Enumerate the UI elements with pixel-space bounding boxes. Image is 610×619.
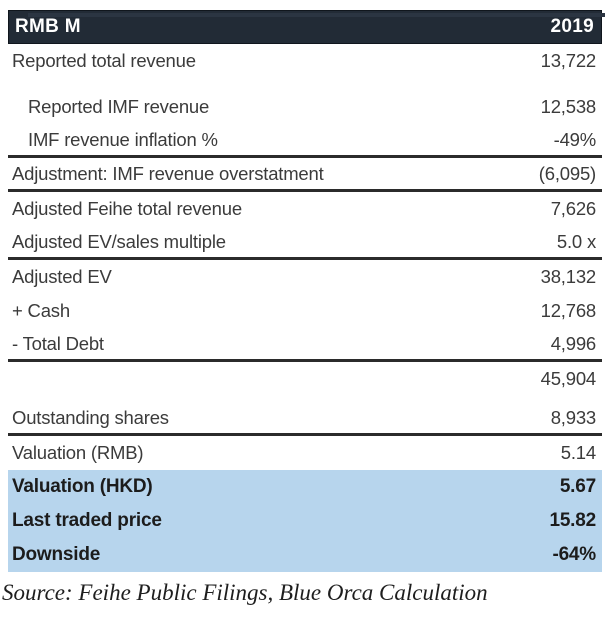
table-row-imf-revenue-inflation: IMF revenue inflation % -49% (8, 124, 602, 158)
row-label: Last traded price (12, 510, 162, 531)
row-label: Adjustment: IMF revenue overstatment (12, 162, 324, 184)
row-label: Adjusted EV (12, 266, 112, 287)
row-label: IMF revenue inflation % (28, 128, 218, 150)
table-row-adjusted-total-revenue: Adjusted Feihe total revenue 7,626 (8, 192, 602, 226)
row-value: (6,095) (538, 162, 596, 184)
table-row-reported-total-revenue: Reported total revenue 13,722 (8, 44, 602, 78)
row-label: Outstanding shares (12, 406, 169, 428)
row-label: Reported total revenue (12, 50, 196, 71)
row-label: Adjusted EV/sales multiple (12, 230, 226, 252)
row-value: 5.67 (559, 476, 596, 497)
row-label: Valuation (RMB) (12, 442, 144, 463)
table-row-downside: Downside -64% (8, 538, 602, 572)
row-value: 38,132 (540, 266, 597, 287)
row-value: 5.14 (560, 442, 596, 463)
table-row-minus-total-debt: - Total Debt 4,996 (8, 328, 602, 362)
row-label: Adjusted Feihe total revenue (12, 198, 242, 219)
row-label: Downside (12, 544, 101, 565)
table-row-plus-cash: + Cash 12,768 (8, 294, 602, 328)
row-value: -49% (553, 128, 597, 150)
row-label: + Cash (12, 300, 70, 321)
table-row-ev-sales-multiple: Adjusted EV/sales multiple 5.0 x (8, 226, 602, 260)
table-row-outstanding-shares: Outstanding shares 8,933 (8, 402, 602, 436)
valuation-table: RMB M 2019 Reported total revenue 13,722… (8, 10, 602, 572)
row-value: 15.82 (549, 510, 596, 531)
row-value: 4,996 (550, 332, 596, 354)
table-row-valuation-hkd: Valuation (HKD) 5.67 (8, 470, 602, 504)
row-value: 45,904 (540, 368, 597, 389)
row-label: Valuation (HKD) (12, 476, 153, 497)
table-row-adjusted-ev: Adjusted EV 38,132 (8, 260, 602, 294)
row-value: -64% (552, 544, 596, 565)
top-border-line (28, 13, 605, 17)
row-value: 8,933 (550, 406, 596, 428)
row-value: 12,538 (540, 96, 597, 117)
table-row-adjustment-overstatement: Adjustment: IMF revenue overstatment (6,… (8, 158, 602, 192)
row-value: 12,768 (540, 300, 597, 321)
highlighted-summary-block: Valuation (HKD) 5.67 Last traded price 1… (8, 470, 602, 572)
row-label: - Total Debt (12, 332, 104, 354)
row-label: Reported IMF revenue (28, 96, 210, 117)
source-citation: Source: Feihe Public Filings, Blue Orca … (2, 580, 488, 605)
valuation-table-page: RMB M 2019 Reported total revenue 13,722… (0, 10, 610, 619)
row-value: 5.0 x (556, 230, 596, 252)
table-row-equity-value-subtotal: 45,904 (8, 362, 602, 396)
table-row-last-traded-price: Last traded price 15.82 (8, 504, 602, 538)
table-row-valuation-rmb: Valuation (RMB) 5.14 (8, 436, 602, 470)
row-value: 13,722 (540, 50, 597, 71)
header-year-label: 2019 (550, 16, 594, 37)
header-currency-label: RMB M (15, 16, 81, 37)
row-value: 7,626 (550, 198, 596, 219)
table-row-reported-imf-revenue: Reported IMF revenue 12,538 (8, 90, 602, 124)
